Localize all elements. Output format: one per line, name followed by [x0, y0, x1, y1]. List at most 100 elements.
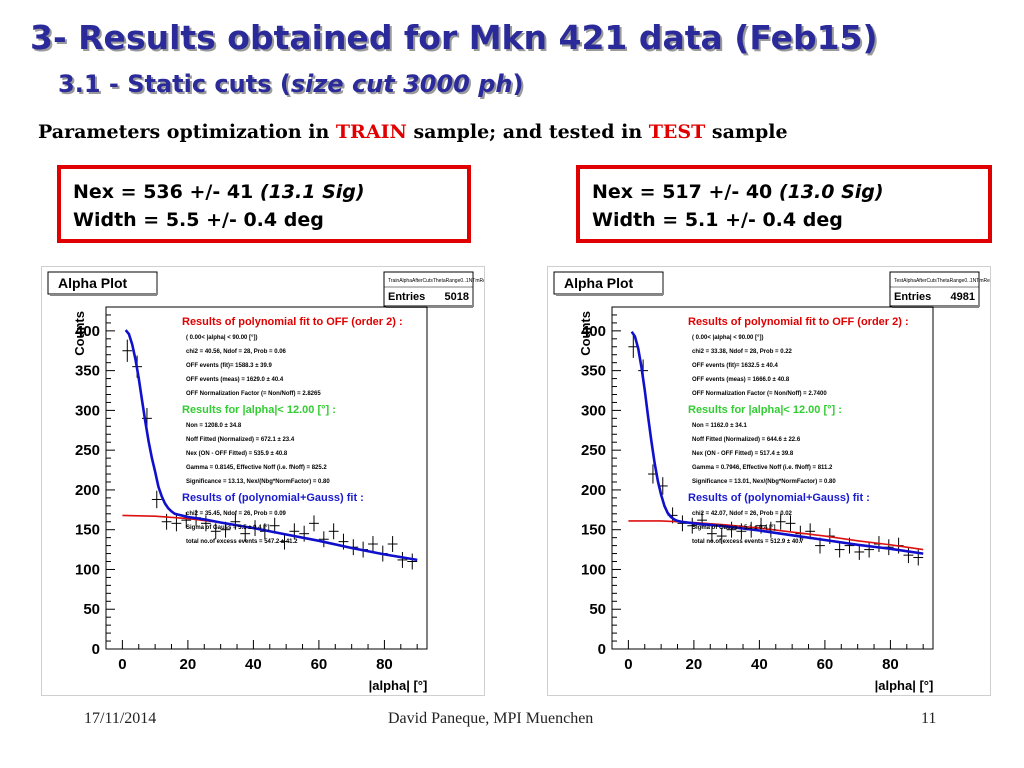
- alpha-cut-line: Significance = 13.13, Nex/(Nbg*NormFacto…: [186, 479, 330, 485]
- data-point: [697, 512, 707, 529]
- data-point: [903, 547, 914, 564]
- subtitle-italic: size cut 3000 ph: [290, 70, 513, 98]
- gauss-fit-title: Results of (polynomial+Gauss) fit :: [182, 492, 364, 504]
- train-sig: (13.1 Sig): [259, 181, 365, 203]
- stats-entries-value: 5018: [445, 291, 469, 303]
- train-nex: Nex = 536 +/- 41: [73, 181, 260, 203]
- test-width: Width = 5.1 +/- 0.4 deg: [592, 209, 843, 231]
- data-point: [775, 513, 786, 530]
- y-tick-label: 150: [581, 522, 606, 539]
- y-tick-label: 50: [589, 601, 606, 618]
- data-point: [151, 490, 162, 509]
- y-axis-label: Counts: [578, 311, 593, 356]
- train-width: Width = 5.5 +/- 0.4 deg: [73, 209, 324, 231]
- data-point: [726, 521, 737, 538]
- gauss-fit-line: Sigma of Gauss = 5.5 ± 0.4 [°]: [186, 525, 270, 531]
- gauss-fit-line: chi2 = 35.45, Ndof = 26, Prob = 0.09: [186, 511, 287, 517]
- subtitle-suffix: ): [512, 70, 524, 98]
- data-point: [687, 517, 698, 534]
- poly-fit-line: OFF events (fit)= 1632.5 ± 40.4: [692, 363, 778, 369]
- x-tick-label: 20: [686, 656, 703, 673]
- data-point: [785, 515, 796, 532]
- data-point: [716, 528, 727, 545]
- slide-subtitle: 3.1 - Static cuts (size cut 3000 ph): [58, 70, 523, 98]
- poly-fit-line: ( 0.00< |alpha| < 90.00 [°]): [186, 335, 257, 341]
- y-tick-label: 350: [75, 363, 100, 380]
- footer-date: 17/11/2014: [84, 710, 157, 727]
- gauss-fit-line: total no.of excess events = 512.9 ± 40.7: [692, 539, 804, 545]
- data-point: [407, 553, 418, 570]
- alpha-cut-line: Significance = 13.01, Nex/(Nbg*NormFacto…: [692, 479, 836, 485]
- plot-frame: [611, 306, 934, 650]
- alpha-cut-line: Noff Fitted (Normalized) = 644.6 ± 22.6: [692, 437, 801, 443]
- stats-box: [383, 271, 474, 307]
- footer-author: David Paneque, MPI Muenchen: [388, 710, 594, 727]
- poly-fit-line: chi2 = 40.56, Ndof = 28, Prob = 0.06: [186, 349, 287, 355]
- y-axis-label: Counts: [72, 311, 87, 356]
- alpha-cut-line: Non = 1162.0 ± 34.1: [692, 423, 747, 429]
- y-tick-label: 300: [75, 402, 100, 419]
- params-train: TRAIN: [335, 121, 407, 143]
- stats-box: [889, 271, 980, 307]
- data-point: [328, 523, 339, 540]
- subtitle-prefix: 3.1 - Static cuts (: [58, 70, 291, 98]
- data-point: [318, 531, 329, 548]
- x-tick-label: 40: [245, 656, 262, 673]
- alpha-cut-line: Nex (ON - OFF Fitted) = 535.9 ± 40.8: [186, 451, 288, 457]
- y-tick-label: 50: [83, 601, 100, 618]
- alpha-cut-line: Non = 1208.0 ± 34.8: [186, 423, 242, 429]
- data-point: [181, 512, 192, 529]
- data-point: [240, 525, 251, 542]
- data-point: [200, 515, 211, 532]
- slide-title: 3- Results obtained for Mkn 421 data (Fe…: [30, 18, 878, 57]
- test-nex-line: Nex = 517 +/- 40 (13.0 Sig): [592, 178, 988, 206]
- data-point: [397, 551, 408, 568]
- params-prefix: Parameters optimization in: [38, 121, 336, 143]
- plot-title: Alpha Plot: [58, 275, 128, 291]
- gauss-fit-line: total no.of excess events = 547.2 ± 41.2: [186, 539, 298, 545]
- poly-fit-line: OFF Normalization Factor (= Non/Noff) = …: [186, 391, 321, 397]
- y-tick-label: 150: [75, 522, 100, 539]
- y-tick-label: 0: [92, 641, 100, 658]
- stats-histogram-name: TestAlphaAfterCutsThetaRange0..1NTmRed: [894, 278, 990, 284]
- y-tick-label: 100: [581, 561, 606, 578]
- gauss-fit-curve: [124, 329, 418, 562]
- y-tick-label: 300: [581, 402, 606, 419]
- test-sig: (13.0 Sig): [778, 181, 884, 203]
- y-tick-label: 100: [75, 561, 100, 578]
- stats-entries-label: Entries: [388, 291, 425, 303]
- x-tick-label: 80: [376, 656, 393, 673]
- test-result-box: Nex = 517 +/- 40 (13.0 Sig) Width = 5.1 …: [576, 165, 992, 243]
- y-tick-label: 250: [581, 442, 606, 459]
- parameters-line: Parameters optimization in TRAIN sample;…: [38, 121, 788, 143]
- poly-fit-title: Results of polynomial fit to OFF (order …: [688, 316, 909, 328]
- x-tick-label: 0: [624, 656, 632, 673]
- footer-page-number: 11: [921, 710, 937, 727]
- poly-fit-line: OFF events (meas) = 1629.0 ± 40.4: [186, 377, 284, 383]
- poly-fit-line: ( 0.00< |alpha| < 90.00 [°]): [692, 335, 763, 341]
- plot-title: Alpha Plot: [564, 275, 634, 291]
- gauss-fit-curve: [630, 330, 924, 555]
- params-suffix: sample: [705, 121, 788, 143]
- data-point: [309, 515, 319, 532]
- test-alpha-plot-svg: Alpha Plot TestAlphaAfterCutsThetaRange0.…: [553, 271, 990, 693]
- x-tick-label: 60: [817, 656, 834, 673]
- plot-frame: [105, 306, 428, 650]
- poly-fit-line: OFF events (fit)= 1588.3 ± 39.9: [186, 363, 272, 369]
- y-tick-label: 400: [75, 323, 100, 340]
- x-tick-label: 80: [882, 656, 899, 673]
- params-test: TEST: [648, 121, 706, 143]
- alpha-cut-line: Noff Fitted (Normalized) = 672.1 ± 23.4: [186, 437, 295, 443]
- alpha-cut-line: Gamma = 0.7946, Effective Noff (i.e. fNo…: [692, 465, 833, 471]
- data-point: [706, 525, 717, 542]
- x-axis-label: |alpha| [°]: [875, 678, 934, 693]
- poly-fit-line: OFF events (meas) = 1666.0 ± 40.8: [692, 377, 790, 383]
- y-tick-label: 0: [598, 641, 606, 658]
- x-tick-label: 0: [118, 656, 126, 673]
- alpha-cut-line: Gamma = 0.8145, Effective Noff (i.e. fNo…: [186, 465, 327, 471]
- alpha-cut-title: Results for |alpha|< 12.00 [°] :: [182, 404, 336, 416]
- x-tick-label: 60: [311, 656, 328, 673]
- y-tick-label: 200: [75, 482, 100, 499]
- data-point: [864, 541, 875, 558]
- data-point: [210, 523, 221, 540]
